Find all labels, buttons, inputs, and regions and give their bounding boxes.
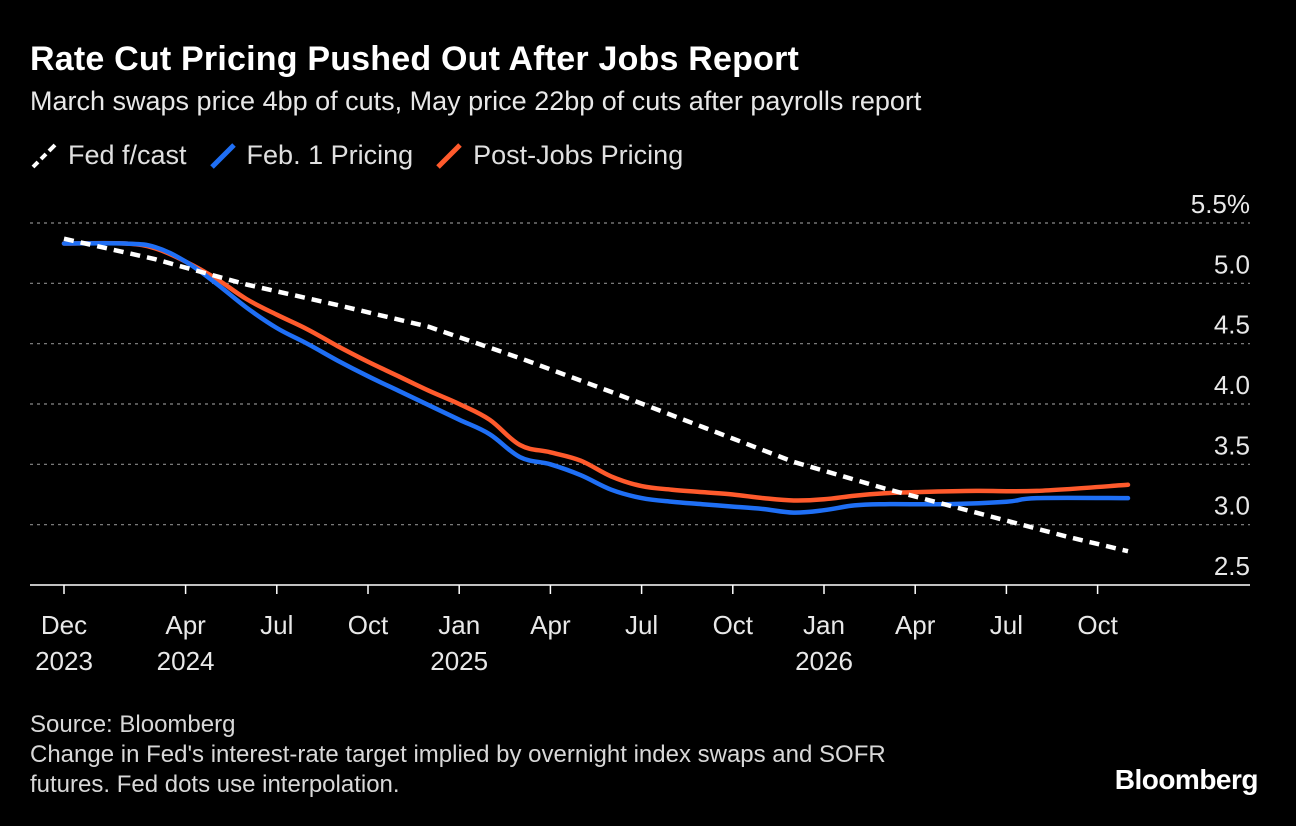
x-tick-label: Apr: [165, 610, 206, 640]
feb1-pricing-line: [61, 240, 1131, 515]
x-tick-year-label: 2023: [35, 646, 93, 676]
legend-blue-line-icon: [209, 142, 236, 169]
legend-orange-line-icon: [436, 142, 462, 169]
fed-forecast-line: [63, 236, 1129, 554]
y-tick-label: 2.5: [1214, 551, 1250, 581]
y-tick-label: 4.5: [1214, 310, 1250, 340]
x-tick-label: Jul: [625, 610, 658, 640]
x-tick-label: Oct: [713, 610, 754, 640]
x-tick-label: Jan: [438, 610, 480, 640]
x-tick-year-label: 2026: [795, 646, 853, 676]
legend: Fed f/cast Feb. 1 Pricing Post-Jobs Pric…: [30, 140, 683, 171]
legend-dashed-line-icon: [31, 143, 57, 168]
post-jobs-pricing-line: [61, 240, 1131, 503]
legend-item-post-jobs-pricing: Post-Jobs Pricing: [435, 140, 683, 171]
x-tick-label: Oct: [1077, 610, 1118, 640]
legend-label-fed-forecast: Fed f/cast: [68, 140, 187, 170]
legend-label-feb1-pricing: Feb. 1 Pricing: [246, 140, 414, 170]
x-tick-label: Oct: [348, 610, 389, 640]
x-tick-label: Apr: [895, 610, 936, 640]
footer: Source: Bloomberg Change in Fed's intere…: [30, 710, 886, 800]
x-tick-label: Jan: [803, 610, 845, 640]
y-tick-label: 3.0: [1214, 491, 1250, 521]
chart-title: Rate Cut Pricing Pushed Out After Jobs R…: [30, 40, 800, 78]
y-tick-label: 5.5%: [1191, 189, 1250, 219]
y-tick-label: 4.0: [1214, 370, 1250, 400]
x-tick-year-label: 2025: [430, 646, 488, 676]
x-tick-label: Jul: [990, 610, 1023, 640]
x-tick-label: Apr: [530, 610, 571, 640]
legend-label-post-jobs-pricing: Post-Jobs Pricing: [473, 140, 684, 170]
y-tick-label: 5.0: [1214, 249, 1250, 279]
bloomberg-logo: Bloomberg: [1114, 764, 1259, 795]
y-tick-label: 3.5: [1214, 430, 1250, 460]
methodology-note-line1: Change in Fed's interest-rate target imp…: [30, 741, 886, 768]
x-tick-label: Jul: [260, 610, 293, 640]
legend-item-feb1-pricing: Feb. 1 Pricing: [209, 140, 414, 171]
source-note: Source: Bloomberg: [30, 711, 236, 738]
chart-subtitle: March swaps price 4bp of cuts, May price…: [30, 86, 922, 116]
methodology-note-line2: futures. Fed dots use interpolation.: [30, 771, 400, 798]
legend-item-fed-forecast: Fed f/cast: [30, 140, 187, 171]
x-tick-year-label: 2024: [157, 646, 215, 676]
x-tick-label: Dec: [41, 610, 87, 640]
